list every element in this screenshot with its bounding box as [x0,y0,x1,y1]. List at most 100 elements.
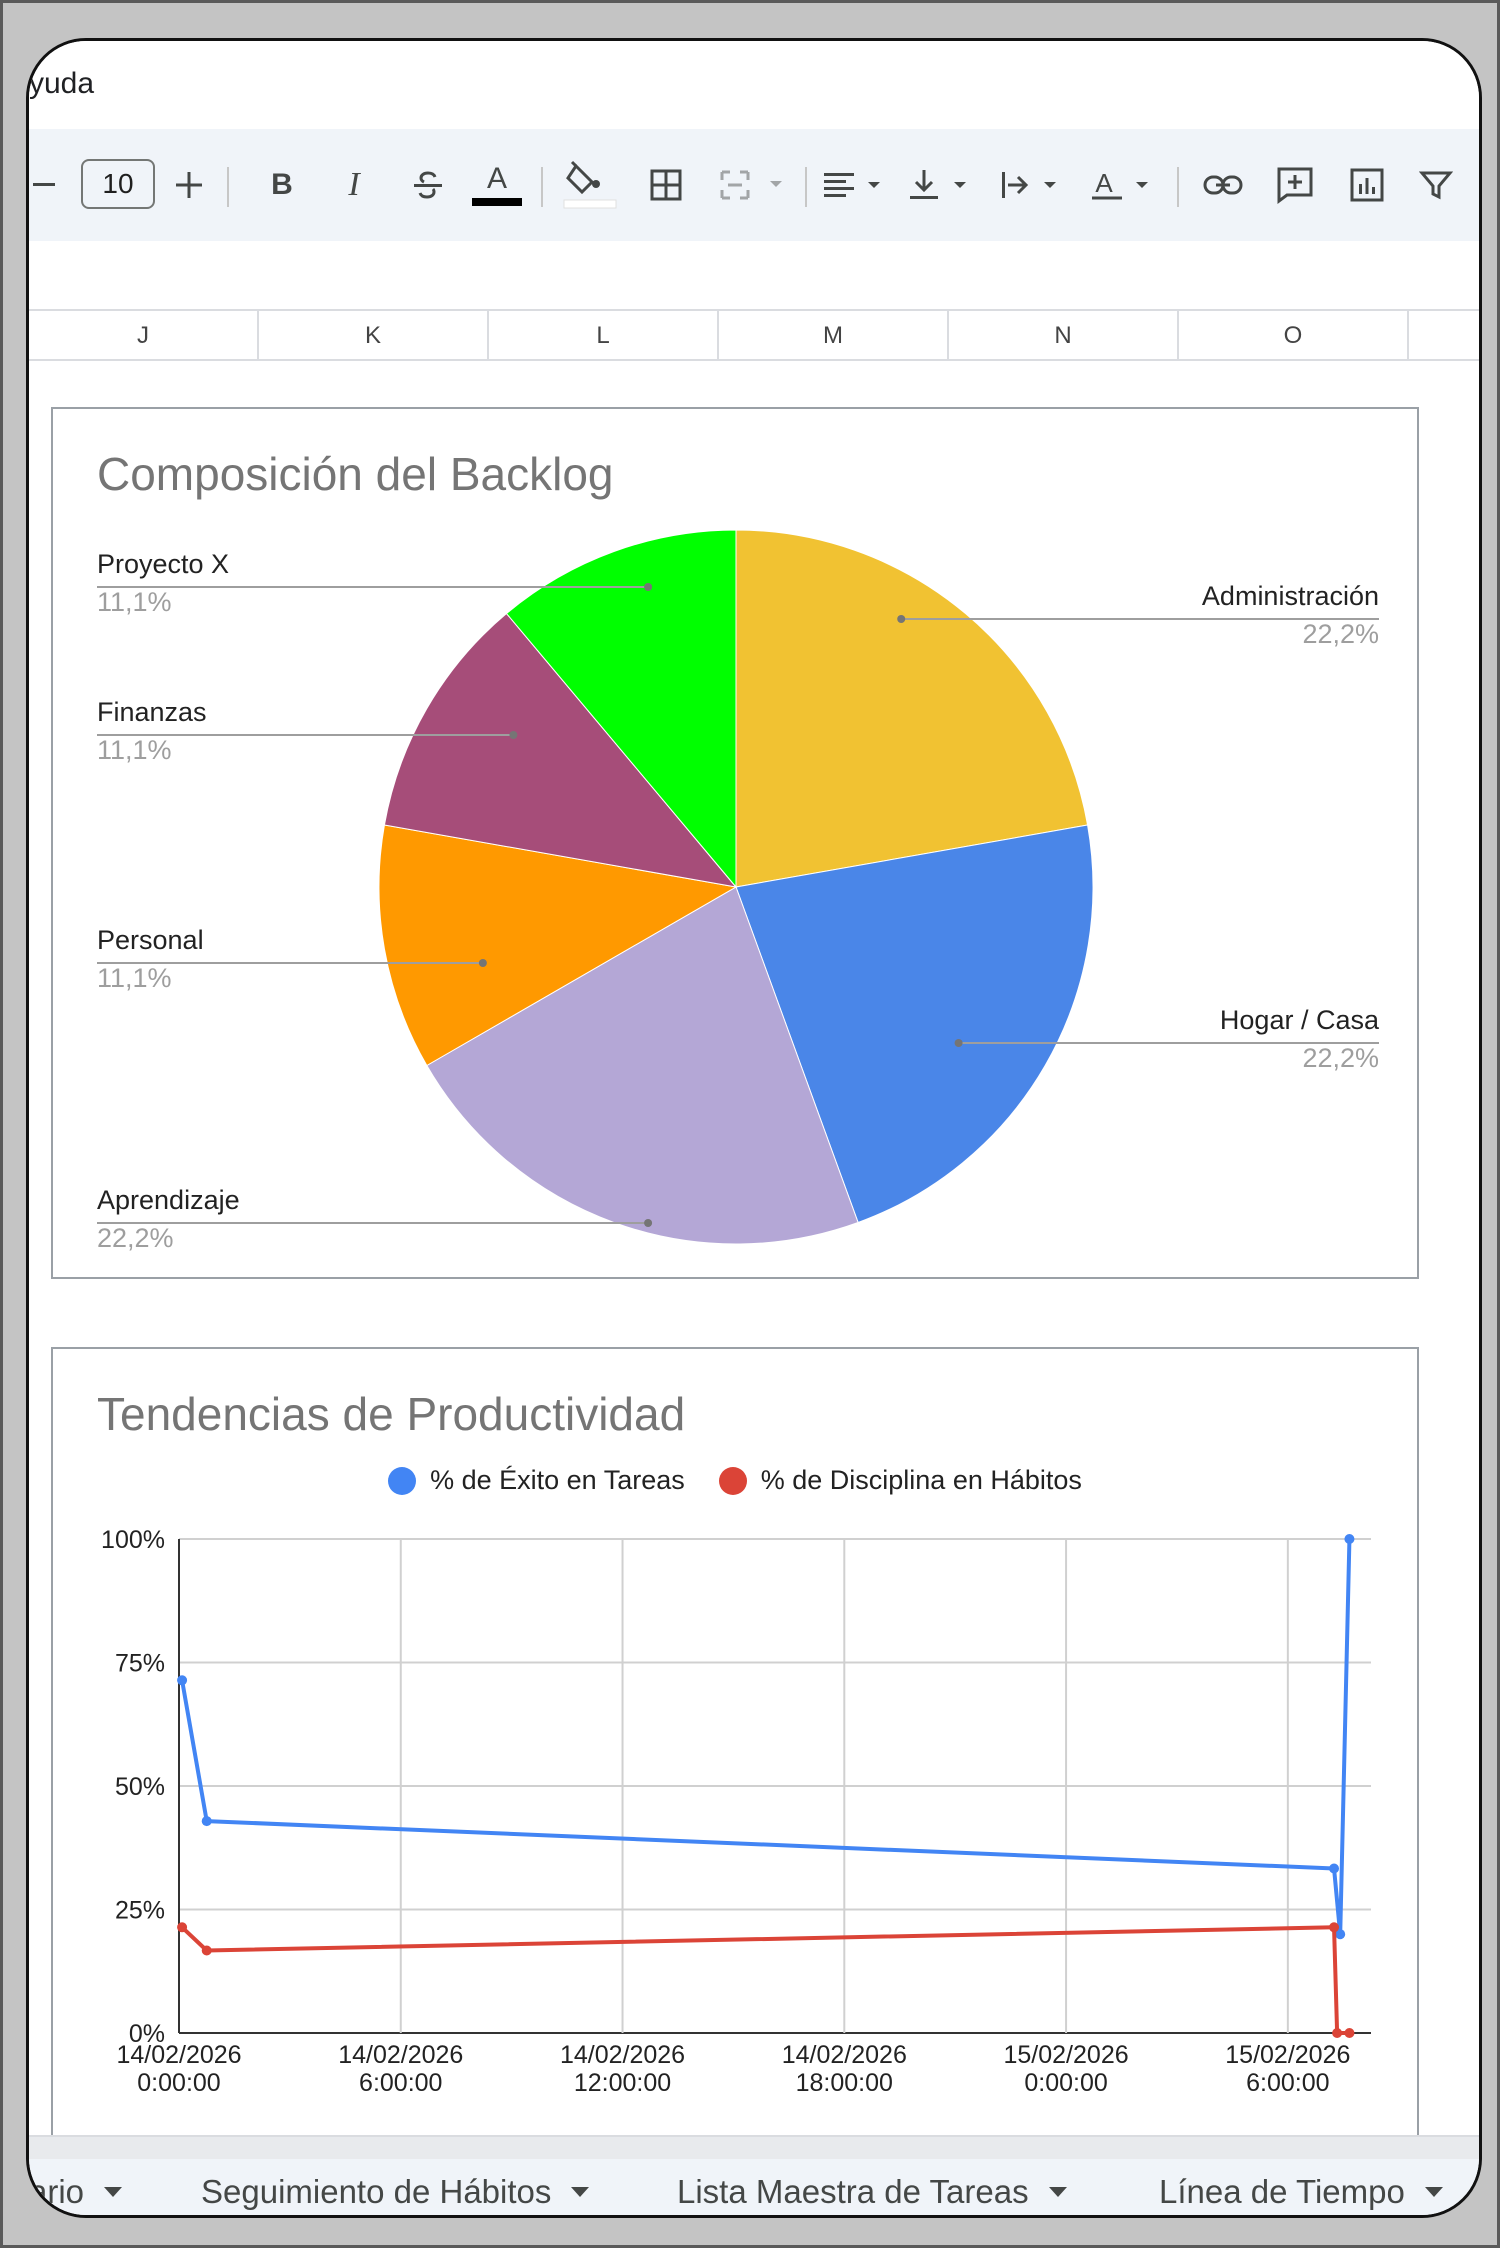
italic-icon[interactable]: I [348,166,360,203]
pie-percent-proyecto-x: 11,1% [97,587,172,617]
pie-label-aprendizaje: Aprendizaje [97,1185,240,1215]
data-point[interactable] [177,1675,188,1686]
sheet-tab-habit-tracking[interactable]: Seguimiento de Hábitos [201,2169,590,2215]
font-size-input[interactable]: 10 [81,159,155,209]
data-point[interactable] [1344,1534,1355,1544]
toolbar-separator [805,167,807,207]
pie-label-administracion: Administración [1202,581,1379,611]
data-point[interactable] [1344,2028,1355,2038]
data-point[interactable] [201,1816,212,1827]
column-header-j[interactable]: J [29,311,259,361]
filter-icon[interactable] [1411,159,1461,211]
toolbar: 10 B I A A [29,129,1479,241]
sheet-tab-label: Lista Maestra de Tareas [677,2173,1029,2210]
pie-leader-dot [954,1039,963,1047]
pie-slice-personal[interactable] [378,824,738,1067]
sheet-tab-ario[interactable]: ario [29,2169,123,2215]
series-line-task-success[interactable] [180,1538,1352,1937]
pie-slice-finanzas[interactable] [383,612,738,888]
chevron-down-icon[interactable] [1424,2187,1443,2197]
link-icon[interactable] [1195,159,1251,211]
data-point[interactable] [177,1922,188,1933]
pie-leader-dot [509,731,518,739]
column-header-n[interactable]: N [949,311,1179,361]
series-line-habit-discipline[interactable] [180,1925,1350,2035]
text-wrap-icon[interactable] [995,159,1071,211]
pie-leader-dot [644,583,653,591]
pie-chart-plot: Administración 22,2% Hogar / Casa 22,2% Apre… [97,529,1380,1253]
sheet-tab-master-task-list[interactable]: Lista Maestra de Tareas [677,2169,1067,2215]
pie-leader-dot [644,1219,653,1227]
pie-percent-aprendizaje: 22,2% [97,1223,174,1253]
chevron-down-icon[interactable] [104,2187,123,2197]
pie-chart[interactable]: Composición del Backlog Administración 22… [51,407,1419,1279]
sheet-tab-bar: ario Seguimiento de Hábitos Lista Maestr… [29,2159,1479,2215]
line-chart[interactable]: Tendencias de Productividad % de Éxito e… [51,1347,1419,2167]
pie-percent-administracion: 22,2% [1302,619,1379,649]
y-tick-label: 0% [129,2020,165,2048]
strikethrough-icon[interactable] [403,159,453,211]
data-point[interactable] [1335,1929,1346,1940]
sheet-tab-timeline[interactable]: Línea de Tiempo [1159,2169,1443,2215]
x-tick-label: 14/02/2026 0:00:00 [116,2041,241,2097]
comment-icon[interactable] [1267,159,1323,211]
column-header-k[interactable]: K [259,311,489,361]
line-chart-plot: 0% 25% 50% 75% 100% 14/02/2026 0:00:00 14/02/20… [101,1526,1371,2097]
formula-bar[interactable] [29,241,1479,309]
align-left-icon[interactable] [819,159,891,211]
horizontal-scrollbar[interactable] [29,2135,1479,2161]
merge-cells-icon[interactable] [713,159,793,211]
pie-leader-dot [478,959,487,967]
vertical-align-icon[interactable] [905,159,981,211]
text-rotate-icon[interactable]: A [1087,159,1163,211]
svg-text:A: A [1095,168,1113,198]
legend-label-success: % de Éxito en Tareas [430,1465,685,1495]
x-tick-label: 14/02/2026 12:00:00 [560,2041,685,2097]
legend-dot-discipline [718,1466,747,1495]
toolbar-separator [1177,167,1179,207]
pie-slice-proyecto-x[interactable] [505,529,737,889]
x-tick-label: 15/02/2026 0:00:00 [1004,2041,1129,2097]
x-tick-label: 14/02/2026 6:00:00 [338,2041,463,2097]
svg-text:A: A [487,162,507,195]
pie-slice-administracion[interactable] [735,529,1089,888]
borders-icon[interactable] [641,159,691,211]
y-tick-label: 100% [101,1526,165,1554]
insert-chart-icon[interactable] [1339,159,1395,211]
sheet-tab-label: Línea de Tiempo [1159,2173,1405,2210]
column-header-l[interactable]: L [489,311,719,361]
pie-percent-finanzas: 11,1% [97,735,172,765]
bold-icon[interactable]: B [271,168,293,201]
spreadsheet-window: yuda 10 B I A [26,38,1482,2218]
y-tick-label: 25% [115,1897,165,1925]
pie-leader-dot [897,615,906,623]
data-point[interactable] [1329,1922,1340,1933]
chevron-down-icon[interactable] [571,2187,590,2197]
menu-help[interactable]: yuda [29,67,95,100]
column-header-m[interactable]: M [719,311,949,361]
data-point[interactable] [201,1945,212,1956]
column-header-o[interactable]: O [1179,311,1409,361]
minus-icon[interactable] [31,159,57,211]
data-point[interactable] [1332,2028,1343,2038]
pie-label-finanzas: Finanzas [97,697,207,727]
pie-chart-title: Composición del Backlog [97,448,614,500]
pie-percent-personal: 11,1% [97,963,172,993]
toolbar-separator [227,167,229,207]
line-chart-title: Tendencias de Productividad [97,1388,686,1440]
plus-icon[interactable] [169,159,209,211]
legend-item-success: % de Éxito en Tareas [388,1465,685,1496]
x-tick-label: 14/02/2026 18:00:00 [782,2041,907,2097]
toolbar-separator [541,167,543,207]
pie-label-hogar-casa: Hogar / Casa [1220,1005,1380,1035]
legend-item-discipline: % de Disciplina en Hábitos [718,1465,1082,1496]
y-tick-label: 75% [115,1650,165,1678]
column-header-row: J K L M N O [29,309,1479,361]
chevron-down-icon[interactable] [1048,2187,1067,2197]
x-tick-label: 15/02/2026 6:00:00 [1225,2041,1350,2097]
pie-slice-hogar-casa[interactable] [735,824,1094,1224]
text-color-icon[interactable]: A [467,159,527,211]
data-point[interactable] [1329,1863,1340,1874]
sheet-tab-label: Seguimiento de Hábitos [201,2173,552,2210]
fill-color-icon[interactable] [559,159,621,211]
